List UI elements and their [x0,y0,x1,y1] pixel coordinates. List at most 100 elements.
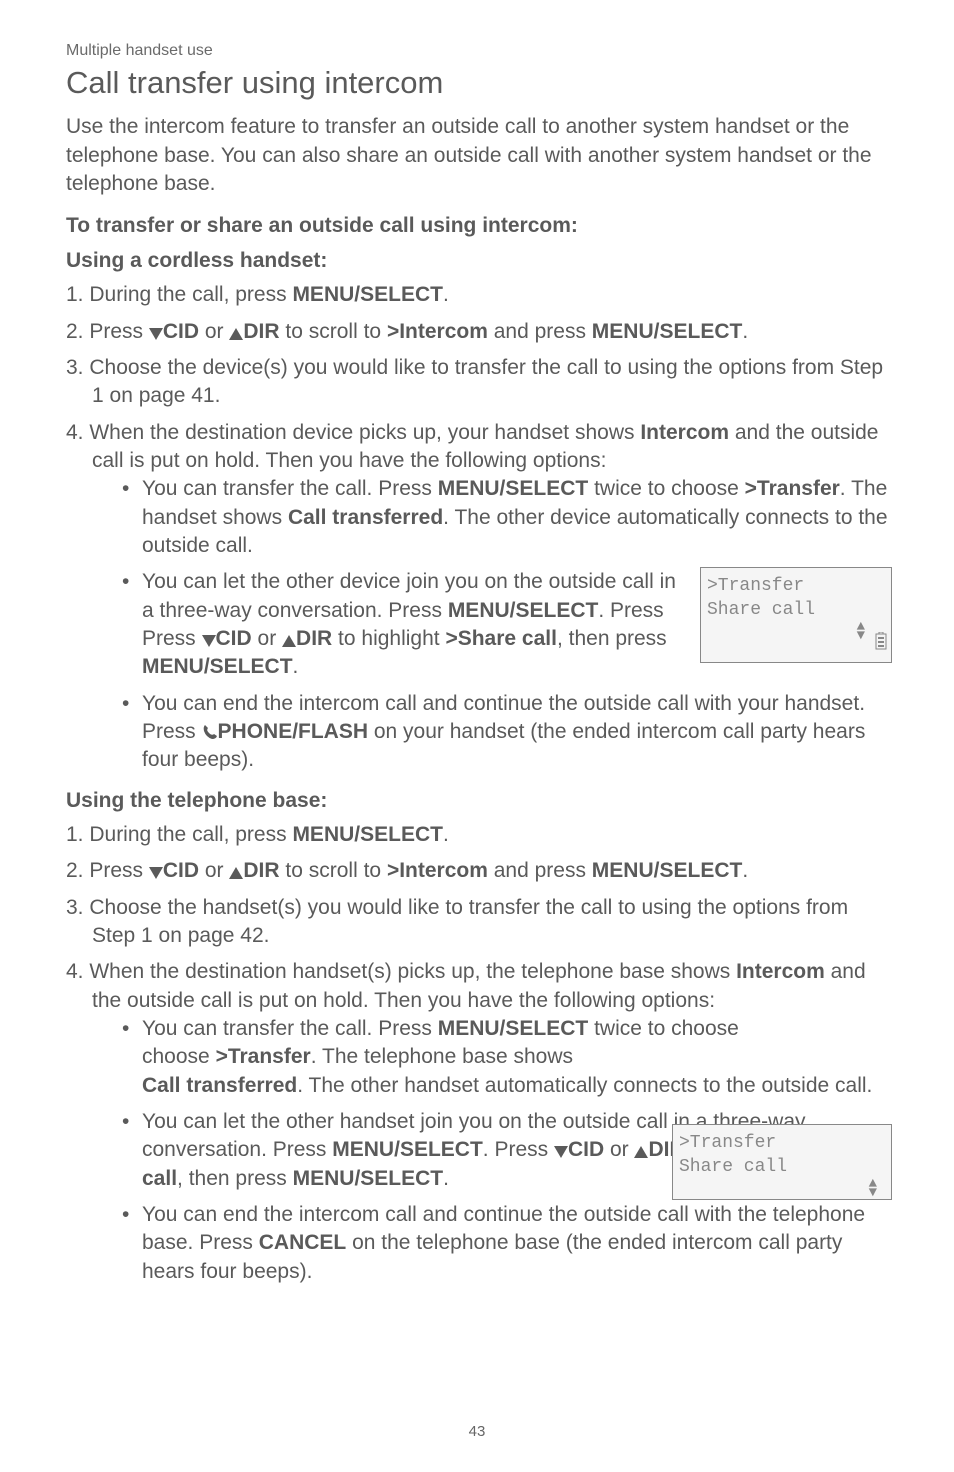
text: twice to choose [588,1017,739,1040]
battery-icon [875,632,887,650]
cordless-step-2: 2. Press CID or DIR to scroll to >Interc… [66,318,888,346]
text-bold: MENU/ [448,599,516,622]
text: and press [488,320,592,343]
text: . [443,283,449,306]
base-steps: 1. During the call, press MENU/SELECT. 2… [66,821,888,1286]
text: , then press [177,1167,293,1190]
triangle-up-icon [634,1146,648,1158]
text-bold: DIR [296,627,332,650]
display-line-1: >Transfer [707,574,883,598]
text-bold: >Intercom [387,859,488,882]
text-bold: DIR [243,320,279,343]
text-bold: Call transferred [142,1074,297,1097]
display-arrows-icon: ▲▼ [679,1180,883,1200]
text-bold: SELECT [515,599,598,622]
triangle-down-icon [554,1146,568,1158]
text-bold: CID [568,1138,604,1161]
text: to scroll to [280,320,387,343]
text: 4. When the destination handset(s) picks… [66,960,736,983]
text: to scroll to [280,859,387,882]
text-bold: Call transferred [288,506,443,529]
page-number: 43 [0,1422,954,1442]
base-step-4: 4. When the destination handset(s) picks… [66,958,888,1286]
text: You can transfer the call. Press [142,477,438,500]
text-bold: SELECT [360,283,443,306]
text-bold: CID [216,627,252,650]
text-bold: CID [163,320,199,343]
text-bold: MENU/SELECT [438,477,589,500]
text: You can transfer the call. Press [142,1017,438,1040]
triangle-down-icon [202,635,216,647]
base-step-1: 1. During the call, press MENU/SELECT. [66,821,888,849]
triangle-up-icon [282,635,296,647]
cordless-step-1: 1. During the call, press MENU/SELECT. [66,281,888,309]
text: . Press [483,1138,554,1161]
text-bold: Intercom [736,960,825,983]
text-bold: PHONE/ [218,720,299,743]
page-category: Multiple handset use [66,40,888,62]
text-bold: DIR [243,859,279,882]
triangle-down-icon [149,328,163,340]
triangle-down-icon [149,867,163,879]
text-bold: MENU/ [292,823,360,846]
text: . [443,1167,449,1190]
text: to highlight [332,627,445,650]
text: . The other handset automatically connec… [297,1074,872,1097]
text-bold: >Transfer [216,1045,311,1068]
display-arrows-icon: ▲▼ [707,623,883,643]
text-bold: /SELECT [204,655,293,678]
text-bold: Intercom [640,421,729,444]
text: 1. During the call, press [66,823,292,846]
base-heading: Using the telephone base: [66,787,888,815]
text-bold: MENU/ [332,1138,400,1161]
page-title: Call transfer using intercom [66,62,888,104]
text-bold: >Intercom [387,320,488,343]
triangle-up-icon [229,328,243,340]
display-line-2: Share call [679,1155,883,1179]
handset-display-1: >Transfer Share call ▲▼ [700,567,892,663]
text-bold: MENU/SELECT [438,1017,589,1040]
text-bold: FLASH [298,720,368,743]
text: . Press [598,599,663,622]
procedure-heading: To transfer or share an outside call usi… [66,212,888,240]
text: or [604,1138,634,1161]
text-bold: SELECT [360,823,443,846]
text: . The telephone base shows [311,1045,573,1068]
phone-icon [202,724,218,740]
base-display-2: >Transfer Share call ▲▼ [672,1124,892,1200]
cordless-steps: 1. During the call, press MENU/SELECT. 2… [66,281,888,775]
text: 4. When the destination device picks up,… [66,421,640,444]
text-bold: >Share call [445,627,557,650]
text: . [293,655,299,678]
triangle-up-icon [229,867,243,879]
text-bold: MENU [142,655,204,678]
text-bold: MENU [592,859,654,882]
text: or [199,859,229,882]
text: and press [488,859,592,882]
text-bold: MENU [293,1167,355,1190]
text: 2. Press [66,859,149,882]
base-step-2: 2. Press CID or DIR to scroll to >Interc… [66,857,888,885]
display-line-1: >Transfer [679,1131,883,1155]
text-bold: >Transfer [745,477,840,500]
text-bold: SELECT [400,1138,483,1161]
text-bold: CID [163,859,199,882]
base-bullet-3: You can end the intercom call and contin… [122,1201,888,1286]
text-bold: MENU [592,320,654,343]
text-bold: CANCEL [259,1231,347,1254]
text: , then press [557,627,667,650]
cordless-step-3: 3. Choose the device(s) you would like t… [66,354,888,411]
text: 1. During the call, press [66,283,292,306]
base-bullet-1: You can transfer the call. Press MENU/SE… [122,1015,888,1100]
text-bold: MENU/ [292,283,360,306]
text: . [443,823,449,846]
cordless-bullet-3: You can end the intercom call and contin… [122,690,888,775]
base-step-3: 3. Choose the handset(s) you would like … [66,894,888,951]
text: 2. Press [66,320,149,343]
cordless-heading: Using a cordless handset: [66,247,888,275]
text-bold: /SELECT [654,859,743,882]
text-bold: /SELECT [654,320,743,343]
text: or [199,320,229,343]
text: or [252,627,282,650]
text: . [742,859,748,882]
